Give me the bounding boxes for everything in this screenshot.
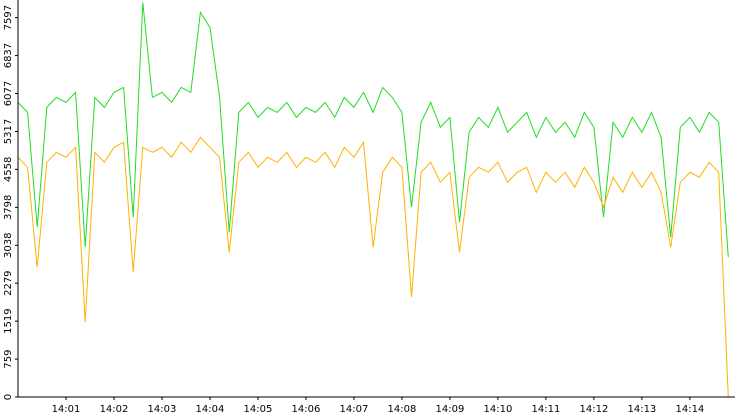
x-tick-label: 14:08 (388, 404, 417, 415)
x-tick-label: 14:13 (627, 404, 656, 415)
y-tick-label: 6077 (3, 81, 14, 106)
y-tick-label: 6837 (3, 43, 14, 68)
x-tick-label: 14:09 (436, 404, 465, 415)
y-tick-label: 2279 (3, 270, 14, 295)
series-line (17, 2, 729, 258)
x-tick-label: 14:02 (100, 404, 129, 415)
y-tick-label: 7597 (3, 5, 14, 30)
x-tick-label: 14:05 (244, 404, 273, 415)
y-tick-label: 759 (3, 350, 14, 369)
x-tick-label: 14:12 (579, 404, 608, 415)
x-tick-label: 14:06 (292, 404, 321, 415)
x-tick-label: 14:03 (148, 404, 177, 415)
x-tick-label: 14:11 (531, 404, 560, 415)
series-line (17, 136, 729, 398)
x-tick-label: 14:14 (675, 404, 704, 415)
y-tick-label: 3798 (3, 195, 14, 220)
y-tick-label: 3038 (3, 233, 14, 258)
y-tick-label: 1519 (3, 308, 14, 333)
y-tick-label: 4558 (3, 157, 14, 182)
x-tick-label: 14:04 (196, 404, 225, 415)
x-tick-label: 14:07 (340, 404, 369, 415)
y-tick-label: 0 (3, 394, 14, 400)
y-tick-label: 5317 (3, 119, 14, 144)
x-tick-label: 14:10 (484, 404, 513, 415)
x-tick-label: 14:01 (52, 404, 81, 415)
